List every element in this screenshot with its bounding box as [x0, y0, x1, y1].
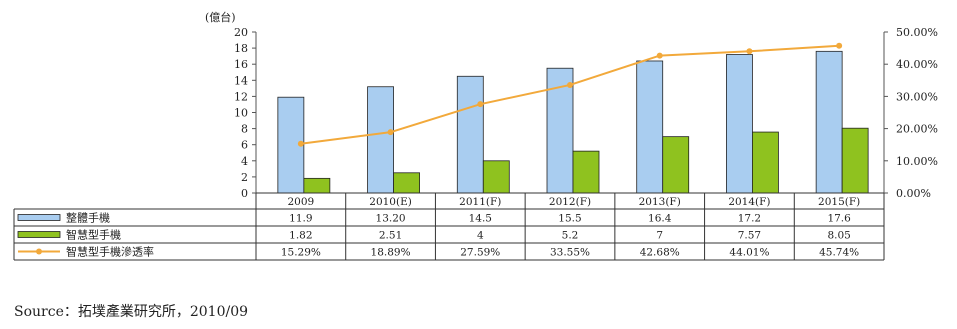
bar-smart-4	[662, 136, 690, 194]
penetration-point-1	[387, 129, 394, 136]
category-label: 2009	[287, 196, 314, 208]
y-left-tick-label: 12	[234, 90, 248, 103]
data-label: 17.2	[738, 213, 761, 225]
legend-label-0: 整體手機	[66, 211, 110, 225]
penetration-point-4	[656, 52, 663, 59]
y-unit-label: (億台)	[205, 10, 236, 24]
y-right-tick-label: 30.00%	[896, 90, 938, 103]
data-label: 16.4	[648, 213, 672, 225]
data-label: 8.05	[827, 230, 850, 242]
y-left-tick-label: 0	[241, 187, 248, 200]
y-right-tick-label: 20.00%	[896, 123, 938, 136]
legend-label-1: 智慧型手機	[66, 228, 121, 242]
bar-total-4	[636, 60, 664, 194]
source-note: Source：拓墣產業研究所，2010/09	[14, 304, 249, 320]
data-label: 1.82	[289, 230, 312, 242]
penetration-point-0	[297, 140, 304, 147]
data-label: 4	[477, 230, 484, 242]
bar-smart-6	[841, 127, 869, 194]
bar-smart-5	[752, 131, 779, 194]
category-label: 2013(F)	[639, 196, 681, 208]
y-right-tick-label: 50.00%	[896, 26, 938, 39]
data-label: 44.01%	[729, 247, 769, 259]
bar-total-6	[815, 50, 843, 194]
y-left-tick-label: 20	[234, 26, 248, 39]
legend-swatch-1	[17, 231, 61, 238]
data-label: 7.57	[738, 230, 761, 242]
bar-smart-0	[303, 177, 331, 194]
penetration-point-5	[746, 48, 753, 55]
y-left-tick-label: 10	[234, 107, 248, 120]
data-label: 33.55%	[550, 247, 590, 259]
penetration-point-2	[477, 101, 484, 108]
y-left-tick-label: 2	[241, 171, 248, 184]
penetration-point-3	[567, 81, 573, 88]
data-label: 42.68%	[640, 247, 680, 259]
category-label: 2011(F)	[459, 196, 501, 208]
data-label: 14.5	[469, 213, 492, 225]
data-label: 15.5	[558, 213, 581, 225]
y-right-tick-label: 40.00%	[896, 58, 938, 71]
data-label: 13.20	[376, 213, 406, 225]
plot-area: 0 2 4 6 8 10 12 14 16 18 20 0.00% 10.00% 20.00% 30.00%…	[234, 26, 938, 200]
y-left-tick-label: 14	[234, 74, 248, 87]
data-label: 45.74%	[819, 247, 859, 259]
bar-smart-1	[393, 172, 420, 194]
bar-smart-3	[572, 150, 600, 194]
data-label: 11.9	[289, 213, 312, 225]
category-label: 2010(E)	[369, 196, 412, 208]
legend-swatch-0	[17, 214, 61, 221]
bar-smart-2	[482, 160, 510, 194]
bar-total-5	[726, 54, 753, 194]
data-label: 15.29%	[281, 247, 321, 259]
y-right-tick-label: 10.00%	[896, 155, 938, 168]
data-label: 5.2	[562, 230, 579, 242]
bar-total-1	[367, 86, 394, 194]
y-left-tick-label: 8	[241, 123, 248, 136]
penetration-point-6	[836, 42, 843, 49]
legend-swatch-marker	[36, 248, 42, 255]
y-left-tick-label: 6	[241, 139, 248, 152]
legend-label-2: 智慧型手機滲透率	[66, 245, 154, 259]
data-label: 18.89%	[371, 247, 411, 259]
data-table: 2009 2010(E) 2011(F) 2012(F) 2013(F) 2014(F) 2…	[13, 192, 885, 261]
y-left-tick-label: 4	[241, 155, 248, 168]
y-left-tick-label: 16	[234, 58, 248, 71]
category-label: 2014(F)	[728, 196, 770, 208]
data-label: 17.6	[827, 213, 851, 225]
data-label: 2.51	[379, 230, 402, 242]
category-label: 2015(F)	[818, 196, 860, 208]
bar-total-2	[456, 75, 484, 194]
category-label: 2012(F)	[549, 196, 591, 208]
y-left-tick-label: 18	[234, 42, 248, 55]
data-label: 7	[656, 230, 663, 242]
data-label: 27.59%	[460, 247, 500, 259]
chart: (億台) 0 2 4 6 8 10 12 14 16 18 20 0.00% 10.00% 20.00% 3…	[13, 10, 938, 261]
y-right-tick-label: 0.00%	[896, 187, 931, 200]
